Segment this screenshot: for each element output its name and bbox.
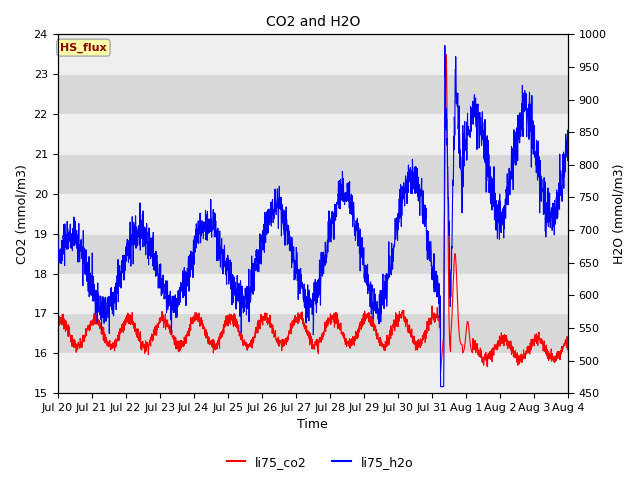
Y-axis label: CO2 (mmol/m3): CO2 (mmol/m3) [15, 164, 28, 264]
Legend: li75_co2, li75_h2o: li75_co2, li75_h2o [221, 451, 419, 474]
Bar [58, 353, 568, 393]
Bar [58, 194, 568, 234]
Bar [58, 274, 568, 313]
Title: CO2 and H2O: CO2 and H2O [266, 15, 360, 29]
Bar [58, 35, 568, 74]
X-axis label: Time: Time [298, 419, 328, 432]
Y-axis label: H2O (mmol/m3): H2O (mmol/m3) [612, 164, 625, 264]
Text: HS_flux: HS_flux [60, 42, 107, 53]
Bar [58, 114, 568, 154]
